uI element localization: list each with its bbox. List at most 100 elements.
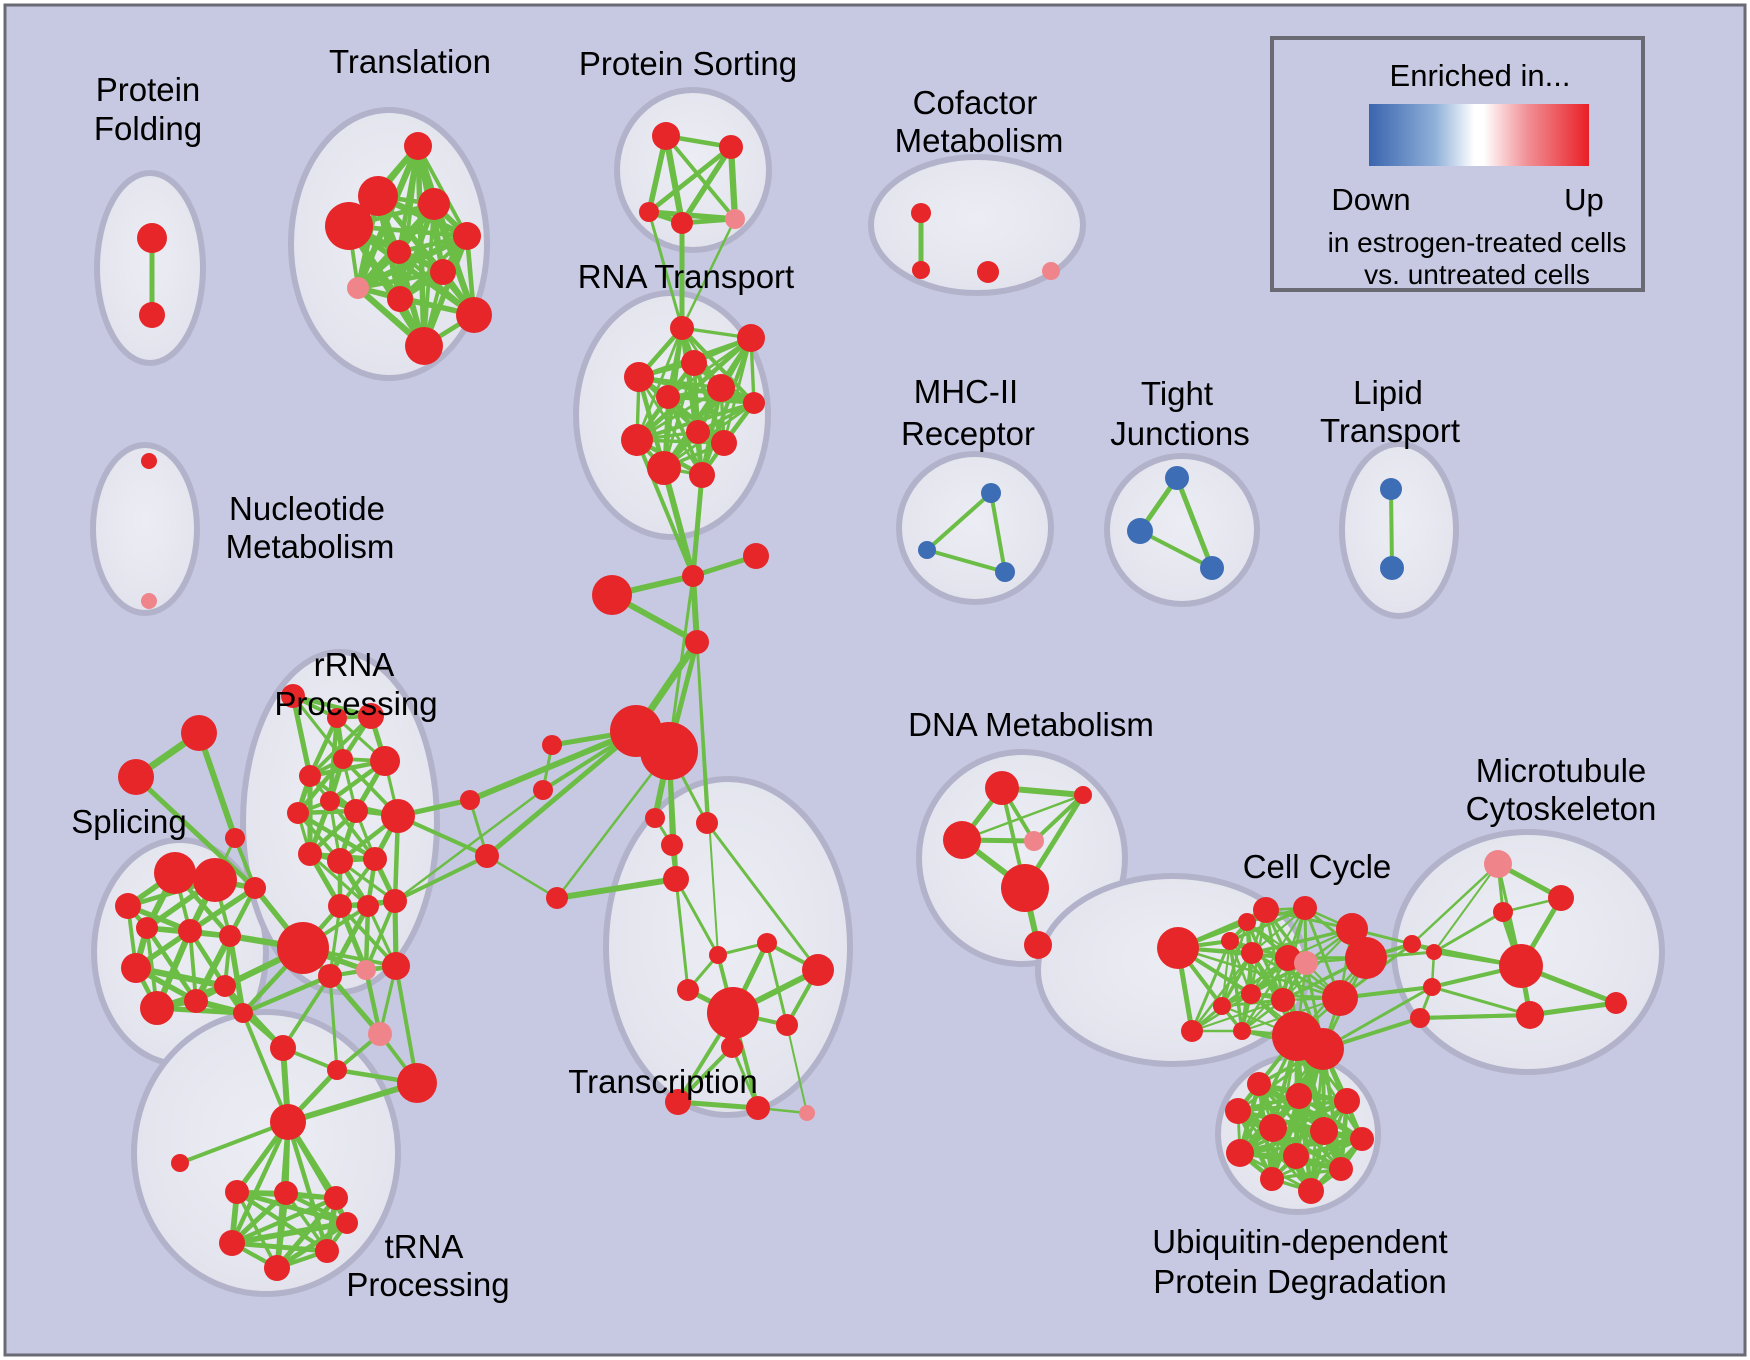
- node-ps4: [671, 212, 693, 234]
- node-cc17: [1181, 1020, 1203, 1042]
- cluster-label-translation: Translation: [329, 43, 491, 80]
- edge-rt2-rt12: [700, 336, 753, 477]
- edge-mt5-mt6: [1527, 1000, 1619, 1018]
- node-tr3: [225, 828, 245, 848]
- node-br3: [368, 1022, 392, 1046]
- edge-sp4-sp9: [144, 925, 199, 1004]
- node-br4: [397, 1063, 437, 1103]
- cluster-ellipse-nucleotide-metabolism: [90, 442, 200, 616]
- node-mt2: [1548, 885, 1574, 911]
- node-rt2: [737, 324, 765, 352]
- edge-lp1-lp2: [1389, 487, 1394, 570]
- node-ub7: [1350, 1127, 1374, 1151]
- node-tj1: [1165, 466, 1189, 490]
- node-t4: [325, 202, 373, 250]
- node-dn5: [1001, 864, 1049, 912]
- cluster-label-trna-processing-line1: tRNA: [385, 1228, 464, 1265]
- node-dn3: [943, 821, 981, 859]
- node-cf3: [977, 261, 999, 283]
- node-sp3: [115, 893, 141, 919]
- edge-ps1-ps5: [664, 134, 737, 221]
- edge-tj2-tj3: [1138, 529, 1214, 570]
- node-tr2: [118, 759, 154, 795]
- node-t6: [387, 240, 411, 264]
- edge-sp12-rr18: [240, 973, 333, 1016]
- node-rt3: [681, 350, 707, 376]
- node-dn1: [985, 771, 1019, 805]
- cluster-label-microtubule-cytoskeleton-line1: Microtubule: [1476, 752, 1647, 789]
- node-tx5: [709, 946, 727, 964]
- node-lp1: [1380, 478, 1402, 500]
- edge-tg3-tg4: [229, 1195, 339, 1246]
- edge-tr1-tr3: [196, 730, 238, 841]
- cluster-label-protein-sorting: Protein Sorting: [579, 45, 797, 82]
- legend-down-label: Down: [1331, 182, 1410, 217]
- edge-sn3-tx4: [554, 876, 679, 901]
- node-rr11: [298, 842, 322, 866]
- node-sn3: [546, 887, 568, 909]
- edge-rr1-rr4: [290, 693, 313, 779]
- node-rt11: [647, 451, 681, 485]
- node-t3: [418, 188, 450, 220]
- edge-tx6-tx10: [765, 941, 789, 1027]
- node-tx3: [661, 834, 683, 856]
- edge-ps2-ps4: [679, 144, 734, 226]
- cluster-ellipse-cofactor-metabolism: [868, 154, 1086, 296]
- edge-tj1-tj3: [1174, 475, 1215, 571]
- edge-sp6-sp9: [192, 932, 234, 1005]
- node-ub12: [1298, 1178, 1324, 1204]
- edge-ps3-rt1: [647, 210, 684, 330]
- edge-rt4-rt12: [637, 375, 704, 477]
- cluster-label-cofactor-metabolism-line2: Metabolism: [895, 122, 1064, 159]
- edge-ps2-ps3: [646, 144, 734, 215]
- edge-rr1-rr3: [290, 693, 374, 719]
- cluster-label-microtubule-cytoskeleton-line2: Cytoskeleton: [1466, 790, 1657, 827]
- node-ch1: [682, 565, 704, 587]
- cluster-label-lipid-transport-line2: Transport: [1320, 412, 1460, 449]
- node-in1: [460, 790, 480, 810]
- edge-th-tg6: [285, 1119, 330, 1254]
- node-ps5: [725, 209, 745, 229]
- node-rr6: [370, 746, 400, 776]
- node-mt6: [1605, 992, 1627, 1014]
- node-sp1: [154, 852, 196, 894]
- cluster-label-nucleotide-metabolism-line1: Nucleotide: [229, 490, 385, 527]
- node-tx2: [645, 808, 665, 828]
- legend: Enriched in... Down Up in estrogen-treat…: [1270, 36, 1645, 292]
- edge-mt5-cj4: [1418, 1013, 1532, 1020]
- node-pf1: [137, 223, 167, 253]
- edge-rt1-rt9: [635, 326, 684, 442]
- node-t5: [453, 222, 481, 250]
- node-sp8: [140, 991, 174, 1025]
- edge-rt5-rt9: [635, 386, 723, 442]
- node-ub1: [1247, 1072, 1271, 1096]
- node-rr8: [320, 791, 340, 811]
- edge-cc5-cc8: [1250, 927, 1354, 955]
- node-rr2: [327, 708, 347, 728]
- edge-tg4-tg7: [229, 1220, 350, 1246]
- node-cj2: [1426, 944, 1442, 960]
- node-tx12: [665, 1089, 691, 1115]
- edge-dn2-dn4: [1032, 793, 1085, 843]
- node-tx4: [663, 866, 689, 892]
- node-mt3: [1493, 902, 1513, 922]
- node-tg2: [274, 1181, 298, 1205]
- node-mh3: [995, 562, 1015, 582]
- node-cc14: [1322, 980, 1358, 1016]
- node-br2: [327, 1060, 347, 1080]
- cluster-label-mhc-ii-receptor-line1: MHC-II: [914, 373, 1018, 410]
- node-tx13: [746, 1096, 770, 1120]
- node-tx8: [677, 979, 699, 1001]
- node-tg1: [225, 1180, 249, 1204]
- node-sp5: [178, 919, 202, 943]
- edge-mh1-mh3: [989, 491, 1007, 574]
- node-th: [270, 1104, 306, 1140]
- node-tg7: [336, 1212, 358, 1234]
- node-rr9: [344, 799, 368, 823]
- node-rt9: [621, 424, 653, 456]
- node-t11: [405, 327, 443, 365]
- node-sp6: [219, 925, 241, 947]
- cluster-label-rrna-processing-line2: Processing: [274, 685, 437, 722]
- edge-th-br4: [285, 1080, 420, 1125]
